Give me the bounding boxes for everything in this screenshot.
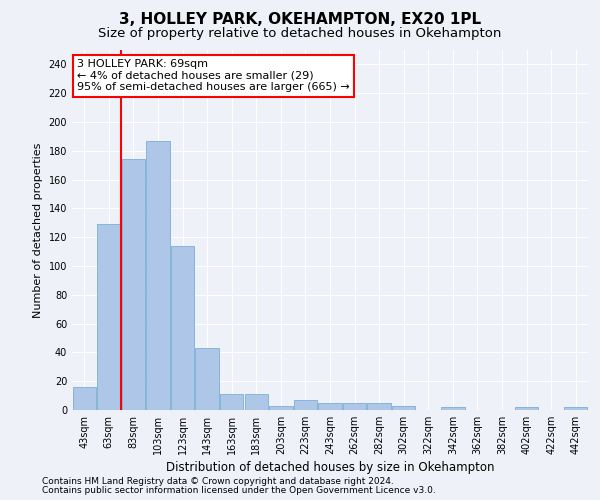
- Bar: [392, 406, 415, 410]
- Text: 3, HOLLEY PARK, OKEHAMPTON, EX20 1PL: 3, HOLLEY PARK, OKEHAMPTON, EX20 1PL: [119, 12, 481, 28]
- Bar: [294, 400, 317, 410]
- Bar: [343, 403, 366, 410]
- Bar: [122, 160, 145, 410]
- Bar: [196, 348, 219, 410]
- Text: 3 HOLLEY PARK: 69sqm
← 4% of detached houses are smaller (29)
95% of semi-detach: 3 HOLLEY PARK: 69sqm ← 4% of detached ho…: [77, 59, 350, 92]
- Bar: [441, 407, 464, 410]
- Bar: [171, 246, 194, 410]
- Text: Contains HM Land Registry data © Crown copyright and database right 2024.: Contains HM Land Registry data © Crown c…: [42, 477, 394, 486]
- Bar: [97, 224, 121, 410]
- Bar: [220, 394, 244, 410]
- Text: Size of property relative to detached houses in Okehampton: Size of property relative to detached ho…: [98, 28, 502, 40]
- Bar: [245, 394, 268, 410]
- Bar: [269, 406, 293, 410]
- Bar: [367, 403, 391, 410]
- Bar: [515, 407, 538, 410]
- Y-axis label: Number of detached properties: Number of detached properties: [33, 142, 43, 318]
- Text: Contains public sector information licensed under the Open Government Licence v3: Contains public sector information licen…: [42, 486, 436, 495]
- Bar: [73, 387, 96, 410]
- Bar: [564, 407, 587, 410]
- Bar: [319, 403, 341, 410]
- X-axis label: Distribution of detached houses by size in Okehampton: Distribution of detached houses by size …: [166, 461, 494, 474]
- Bar: [146, 140, 170, 410]
